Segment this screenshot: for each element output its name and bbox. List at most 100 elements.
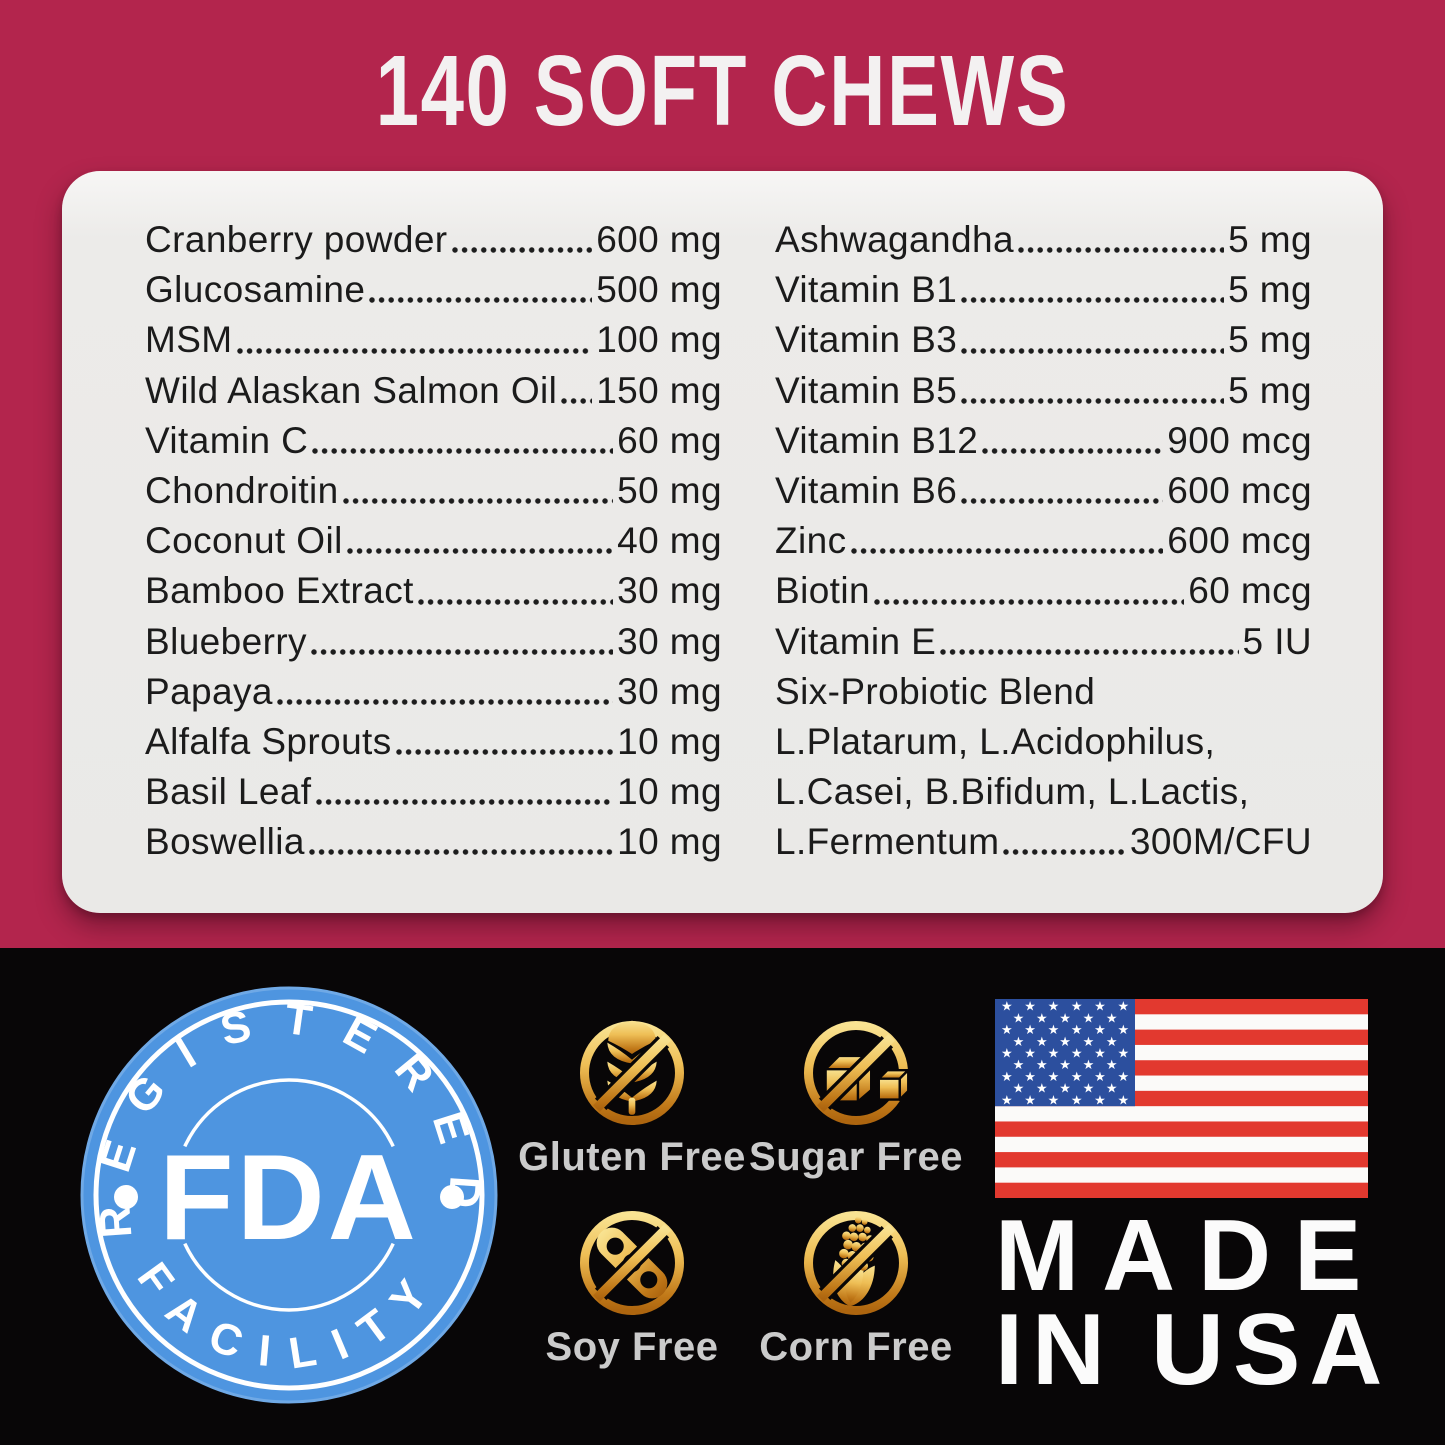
dotted-leader [961, 397, 1225, 404]
no-sugar-icon [803, 1020, 910, 1126]
ingredient-name: L.Fermentum [775, 821, 1000, 863]
dotted-leader [369, 297, 593, 304]
ingredient-amount: 10 mg [617, 720, 722, 762]
dotted-leader [961, 297, 1225, 304]
ingredient-amount: 40 mg [617, 520, 722, 562]
feature-sugar-free: Sugar Free [740, 1016, 972, 1180]
svg-text:★: ★ [1117, 1047, 1129, 1062]
ingredient-row: Ashwagandha 5 mg [775, 215, 1312, 265]
badge-text-fda: FDA [159, 1129, 419, 1265]
svg-text:★: ★ [1059, 1035, 1071, 1050]
ingredient-row: Biotin 60 mcg [775, 566, 1312, 616]
svg-text:★: ★ [1106, 1011, 1118, 1026]
ingredient-name: Alfalfa Sprouts [145, 720, 392, 762]
dotted-leader [276, 698, 614, 705]
ingredient-name: Vitamin B12 [775, 419, 979, 461]
dotted-leader [561, 397, 593, 404]
svg-text:★: ★ [1083, 1058, 1095, 1073]
ingredient-name: Papaya [145, 670, 273, 712]
ingredient-row: MSM 100 mg [145, 315, 722, 365]
svg-text:★: ★ [1071, 1023, 1083, 1038]
ingredient-amount: 5 mg [1228, 369, 1312, 411]
ingredient-row: Vitamin B12 900 mcg [775, 416, 1312, 466]
ingredient-row: Vitamin E 5 IU [775, 617, 1312, 667]
svg-text:★: ★ [1083, 1035, 1095, 1050]
svg-text:★: ★ [1071, 1070, 1083, 1085]
ingredient-name: Cranberry powder [145, 219, 448, 260]
ingredient-amount: 10 mg [617, 821, 722, 863]
svg-text:★: ★ [1024, 1023, 1036, 1038]
svg-text:★: ★ [1117, 1023, 1129, 1038]
ingredient-amount: 10 mg [617, 771, 722, 813]
ingredient-row: Alfalfa Sprouts 10 mg [145, 717, 722, 767]
feature-label: Gluten Free [518, 1135, 746, 1179]
svg-text:★: ★ [1048, 1070, 1060, 1085]
svg-text:★: ★ [1024, 1047, 1036, 1062]
feature-soy-free: Soy Free [516, 1206, 748, 1370]
ingredient-amount: 60 mcg [1188, 570, 1312, 612]
flag-canton [995, 999, 1135, 1107]
svg-text:★: ★ [1071, 1047, 1083, 1062]
ingredient-row: Bamboo Extract 30 mg [145, 566, 722, 616]
ingredient-name: Coconut Oil [145, 520, 343, 562]
svg-text:★: ★ [1024, 1070, 1036, 1085]
dotted-leader [961, 498, 1164, 505]
svg-text:★: ★ [1094, 1047, 1106, 1062]
ingredient-row: Vitamin B6 600 mcg [775, 466, 1312, 516]
ingredient-amount: 5 mg [1228, 269, 1312, 311]
ingredient-name: Vitamin B1 [775, 269, 958, 311]
no-corn-icon [803, 1210, 909, 1316]
ingredient-amount: 30 mg [617, 670, 722, 712]
ingredient-name: Glucosamine [145, 269, 366, 311]
ingredient-amount: 30 mg [617, 620, 722, 662]
made-in-usa-text: MADE IN USA [995, 1200, 1385, 1401]
ingredient-row: Boswellia 10 mg [145, 817, 722, 867]
feature-label: Sugar Free [749, 1135, 963, 1179]
dotted-leader [982, 447, 1164, 454]
svg-text:★: ★ [1001, 1093, 1013, 1108]
ingredient-name: Vitamin E [775, 620, 937, 662]
us-flag: ★ ★ ★ ★ ★ ★★ ★ ★ ★ ★★ ★ ★ ★ ★ ★★ ★ ★ ★ ★★ ★ ★ ★ ★ ★★ ★ ★ ★ ★★ ★ ★ ★ ★ ★★… [995, 999, 1368, 1198]
svg-text:★: ★ [1094, 1070, 1106, 1085]
ingredient-name: Blueberry [145, 620, 307, 662]
svg-text:★: ★ [1036, 1011, 1048, 1026]
ingredient-name: Six-Probiotic Blend [775, 670, 1096, 712]
svg-text:★: ★ [1106, 1082, 1118, 1097]
svg-text:★: ★ [1048, 1023, 1060, 1038]
ingredient-amount: 60 mg [617, 419, 722, 461]
svg-text:★: ★ [1071, 1093, 1083, 1108]
fda-badge-seal: REGISTERED FDA FACILITY [80, 986, 498, 1404]
ingredient-amount: 5 mg [1228, 319, 1312, 361]
svg-text:★: ★ [1106, 1035, 1118, 1050]
svg-text:★: ★ [1106, 1058, 1118, 1073]
svg-text:★: ★ [1059, 1082, 1071, 1097]
svg-text:★: ★ [1036, 1058, 1048, 1073]
badge-dot-left [114, 1185, 138, 1209]
ingredient-row: Vitamin C 60 mg [145, 416, 722, 466]
ingredient-amount: 5 mg [1228, 219, 1312, 260]
badge-inner-ring [93, 999, 485, 1391]
badge-arc-above-fda [183, 1078, 395, 1148]
fda-registered-facility-badge: REGISTERED FDA FACILITY [79, 985, 499, 1405]
ingredient-row: Basil Leaf 10 mg [145, 767, 722, 817]
dotted-leader [961, 347, 1225, 354]
feature-label: Soy Free [545, 1325, 719, 1369]
ingredient-name: Zinc [775, 520, 847, 562]
ingredient-amount: 30 mg [617, 570, 722, 612]
feature-corn-free: Corn Free [740, 1206, 972, 1370]
ingredients-panel: Cranberry powder 600 mg Glucosamine 500 … [62, 171, 1383, 913]
ingredient-name: Bamboo Extract [145, 570, 414, 612]
made-line-1: MADE [995, 1200, 1385, 1312]
ingredient-name: Wild Alaskan Salmon Oil [145, 369, 558, 411]
svg-text:★: ★ [1083, 1082, 1095, 1097]
ingredient-column-right: Ashwagandha 5 mg Vitamin B1 5 mg Vitamin… [775, 215, 1312, 913]
ingredient-name: Vitamin B6 [775, 469, 958, 511]
ingredient-row: Coconut Oil 40 mg [145, 516, 722, 566]
ingredient-row: Glucosamine 500 mg [145, 265, 722, 315]
feature-label: Corn Free [759, 1325, 953, 1369]
ingredient-amount: 600 mcg [1167, 520, 1312, 562]
ingredient-amount: 150 mg [596, 369, 722, 411]
ingredient-amount: 500 mg [596, 269, 722, 311]
ingredient-amount: 600 mg [596, 219, 722, 260]
